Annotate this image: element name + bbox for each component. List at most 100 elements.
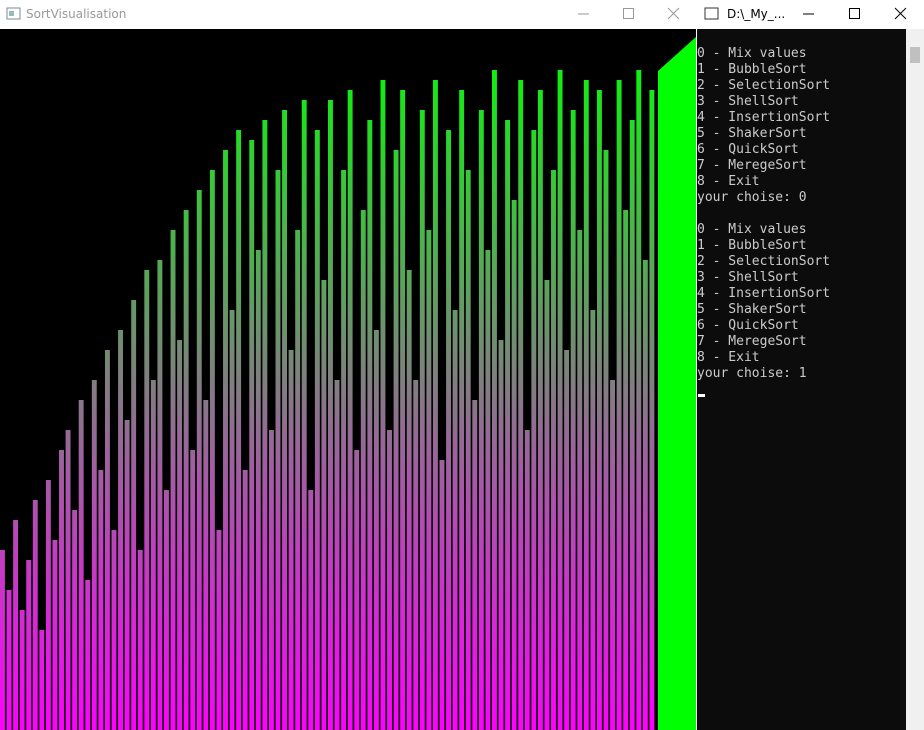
bar	[334, 380, 340, 730]
bar	[216, 530, 222, 730]
bar	[531, 130, 537, 730]
bar	[45, 480, 51, 730]
bar	[183, 210, 189, 730]
bar	[649, 90, 655, 730]
console-line: 6 - QuickSort	[697, 318, 799, 333]
bar	[124, 420, 130, 730]
console-line: 2 - SelectionSort	[697, 254, 831, 269]
bar	[577, 230, 583, 730]
bar	[406, 270, 412, 730]
bar	[544, 280, 550, 730]
title-bar: SortVisualisation	[0, 0, 696, 29]
console-block: 0 - Mix values 1 - BubbleSort 2 - Selectio…	[697, 222, 830, 382]
bar	[104, 350, 110, 730]
console-area: 0 - Mix values 1 - BubbleSort 2 - Selectio…	[697, 29, 906, 730]
bar	[393, 150, 399, 730]
bar	[518, 80, 524, 730]
console-line: 2 - SelectionSort	[697, 78, 831, 93]
bar	[275, 170, 281, 730]
bar	[426, 230, 432, 730]
bar	[288, 350, 294, 730]
bar	[498, 340, 504, 730]
console-line: 7 - MeregeSort	[697, 158, 807, 173]
bar	[177, 340, 183, 730]
bar	[137, 550, 143, 730]
bar	[478, 110, 484, 730]
console-line: 5 - ShakerSort	[697, 126, 807, 141]
sorted-block	[658, 37, 696, 730]
bar	[636, 70, 642, 730]
console-line: 3 - ShellSort	[697, 270, 799, 285]
bar	[511, 200, 517, 730]
bar	[229, 310, 235, 730]
bar	[583, 80, 589, 730]
bar	[446, 130, 451, 730]
bar	[373, 330, 379, 730]
console-line: 5 - ShakerSort	[697, 302, 807, 317]
console-line: 4 - InsertionSort	[697, 110, 831, 125]
console-line: your choise: 1	[697, 366, 807, 381]
bar	[419, 110, 425, 730]
bar	[295, 230, 301, 730]
bar	[91, 380, 97, 730]
app-icon-inner	[9, 11, 14, 16]
bar	[642, 260, 648, 730]
bar	[623, 210, 629, 730]
scroll-thumb[interactable]	[910, 47, 920, 63]
app-icon	[704, 7, 719, 20]
title-icons	[704, 7, 907, 20]
bar	[321, 280, 327, 730]
bar	[111, 530, 117, 730]
bar	[610, 380, 615, 730]
bar	[196, 190, 202, 730]
close-button[interactable]	[667, 7, 680, 20]
maximize-button[interactable]	[623, 8, 634, 19]
bar	[452, 310, 458, 730]
title-bar: D:\_My_...	[697, 0, 924, 29]
bar	[616, 80, 622, 730]
bar	[400, 90, 406, 730]
bar	[209, 170, 215, 730]
close-button[interactable]	[894, 7, 907, 20]
bar	[328, 100, 333, 730]
bar	[150, 380, 156, 730]
bar	[52, 540, 58, 730]
title-icons	[6, 7, 680, 20]
bar	[472, 400, 478, 730]
bar	[249, 140, 255, 730]
bar	[13, 520, 19, 730]
bar	[6, 590, 12, 730]
bar	[439, 460, 445, 730]
console-line: 8 - Exit	[697, 174, 760, 189]
bar	[32, 500, 38, 730]
bar	[268, 430, 274, 730]
bar	[485, 250, 491, 730]
sort-window: SortVisualisation	[0, 0, 696, 730]
maximize-button[interactable]	[849, 8, 860, 19]
bar	[39, 630, 45, 730]
console-block: 0 - Mix values 1 - BubbleSort 2 - Selectio…	[697, 46, 830, 206]
bar	[203, 400, 209, 730]
bar	[118, 330, 123, 730]
bar	[413, 380, 419, 730]
scrollbar[interactable]	[906, 29, 924, 730]
bar	[367, 120, 373, 730]
bar	[301, 100, 307, 730]
console-line: 1 - BubbleSort	[697, 62, 807, 77]
bar	[380, 80, 386, 730]
bar	[157, 260, 163, 730]
bar	[354, 450, 360, 730]
bar	[65, 430, 71, 730]
console-line: 7 - MeregeSort	[697, 334, 807, 349]
bar	[262, 120, 268, 730]
bar	[308, 490, 314, 730]
console-line: 8 - Exit	[697, 350, 760, 365]
bar	[524, 430, 530, 730]
bar	[551, 170, 556, 730]
console-line: 3 - ShellSort	[697, 94, 799, 109]
bar	[590, 310, 596, 730]
bar	[236, 130, 242, 730]
bar	[459, 90, 465, 730]
app-icon	[6, 7, 21, 20]
